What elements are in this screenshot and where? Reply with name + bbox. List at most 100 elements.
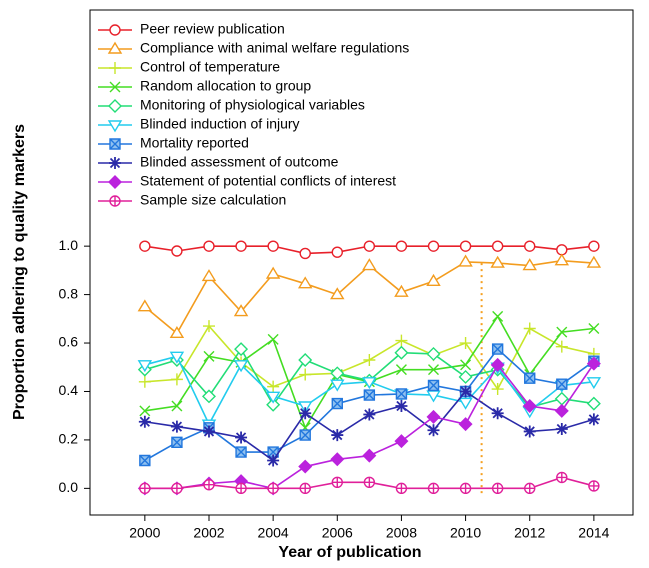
data-point [169, 325, 185, 339]
x-tick-label: 2000 [129, 525, 160, 541]
data-point [299, 429, 311, 441]
data-point [586, 396, 601, 411]
legend-marker [109, 138, 121, 150]
legend-label: Statement of potential conflicts of inte… [140, 173, 396, 189]
data-point [235, 431, 248, 444]
data-point [234, 342, 249, 357]
data-point [491, 240, 504, 252]
legend-label: Control of temperature [140, 59, 280, 75]
data-point [458, 417, 473, 432]
data-point [202, 425, 215, 438]
data-point [588, 323, 600, 334]
data-point [267, 240, 279, 252]
data-point [426, 273, 441, 286]
x-tick-label: 2002 [193, 525, 224, 541]
data-point [233, 304, 249, 317]
data-point [203, 240, 215, 252]
data-point [554, 253, 570, 266]
legend-label: Blinded induction of injury [140, 116, 300, 132]
data-point [235, 446, 247, 458]
data-point [298, 459, 313, 474]
data-point [524, 372, 536, 384]
data-point [492, 310, 504, 322]
data-point [588, 240, 600, 252]
data-point [586, 255, 602, 268]
data-point [137, 299, 153, 312]
data-point [265, 391, 281, 404]
data-point [171, 400, 183, 412]
data-point [554, 403, 569, 418]
legend-marker [109, 24, 121, 36]
data-point [395, 388, 408, 400]
data-point [138, 375, 151, 388]
data-point [458, 397, 473, 410]
data-point [362, 377, 377, 390]
data-point [427, 240, 440, 252]
data-point [139, 482, 151, 494]
data-point [299, 247, 311, 260]
data-point [490, 255, 505, 268]
legend-marker [109, 157, 121, 169]
legend-marker [107, 41, 123, 54]
data-point [490, 357, 505, 372]
data-point [587, 413, 600, 426]
data-point [491, 343, 504, 355]
data-point [394, 345, 409, 360]
data-point [299, 482, 311, 494]
data-point [395, 400, 408, 413]
data-point [524, 240, 536, 252]
data-point [586, 377, 602, 390]
legend-marker [109, 195, 121, 207]
data-point [522, 399, 537, 413]
data-point [556, 471, 568, 484]
x-tick-label: 2006 [322, 525, 353, 541]
data-point [331, 429, 344, 442]
data-point [395, 482, 408, 494]
x-tick-label: 2014 [578, 525, 609, 541]
data-point [266, 397, 281, 412]
data-point [427, 482, 440, 494]
data-point [394, 284, 409, 297]
legend-label: Sample size calculation [140, 192, 286, 208]
data-point [139, 405, 151, 417]
data-point [556, 378, 568, 390]
data-point [139, 454, 151, 467]
x-tick-label: 2010 [450, 525, 481, 541]
data-point [265, 266, 281, 279]
y-axis-title: Proportion adhering to quality markers [11, 124, 28, 420]
data-point [395, 334, 408, 347]
data-point [458, 369, 473, 384]
data-point [298, 352, 313, 367]
data-point [427, 379, 440, 392]
data-point [171, 436, 183, 449]
data-point [460, 359, 472, 371]
data-point [395, 240, 408, 252]
data-point [428, 364, 439, 376]
data-point [169, 351, 185, 364]
x-tick-label: 2004 [258, 525, 289, 541]
data-point [394, 434, 409, 449]
data-point [331, 397, 343, 410]
data-point [426, 346, 441, 361]
x-axis-title: Year of publication [278, 544, 421, 561]
data-point [491, 407, 504, 420]
data-point [138, 415, 151, 428]
y-tick-label: 0.8 [59, 285, 79, 301]
data-point [524, 482, 536, 494]
data-point [171, 245, 183, 257]
data-point [555, 423, 568, 436]
y-tick-label: 0.6 [59, 334, 79, 350]
data-point [297, 401, 313, 414]
data-point [363, 476, 376, 488]
x-tick-label: 2012 [514, 525, 545, 541]
data-point [362, 448, 377, 463]
data-point [523, 425, 536, 438]
data-point [235, 482, 247, 494]
data-point [588, 480, 600, 492]
data-point [299, 368, 312, 381]
data-point [201, 269, 217, 282]
data-point [170, 373, 183, 386]
data-point [459, 337, 472, 350]
data-point [267, 482, 279, 494]
